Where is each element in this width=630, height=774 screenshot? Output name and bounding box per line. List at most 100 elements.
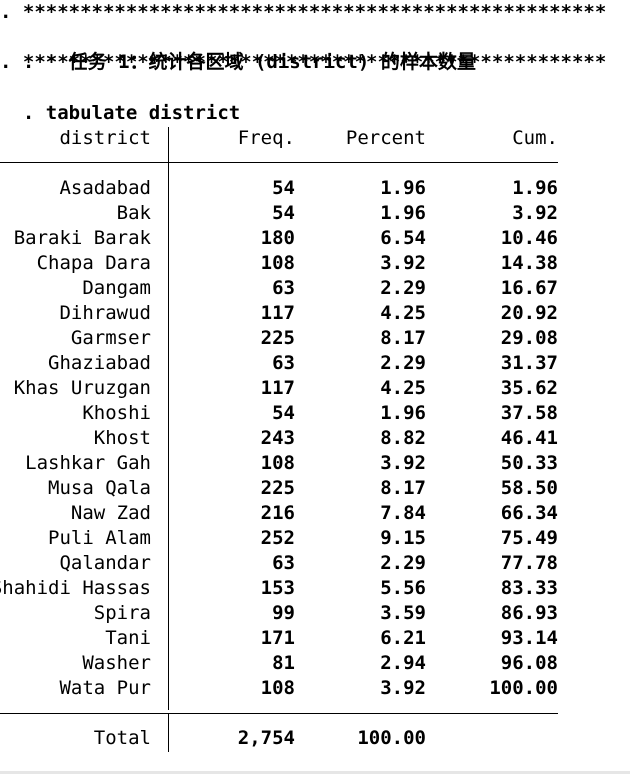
row-freq: 180 (260, 227, 295, 249)
row-freq: 117 (260, 377, 295, 399)
row-cum: 50.33 (500, 452, 558, 474)
row-district: Bak (116, 202, 151, 224)
row-district: Khas Uruzgan (13, 377, 151, 399)
total-freq: 2,754 (237, 727, 295, 749)
row-district: Dangam (82, 277, 151, 299)
row-percent: 3.92 (380, 252, 426, 274)
row-freq: 171 (260, 627, 295, 649)
row-freq: 99 (272, 602, 295, 624)
row-freq: 108 (260, 252, 295, 274)
row-freq: 252 (260, 527, 295, 549)
row-district: Dihrawud (59, 302, 151, 324)
row-district: Puli Alam (48, 527, 151, 549)
row-percent: 8.82 (380, 427, 426, 449)
header-cum: Cum. (512, 127, 558, 149)
row-percent: 9.15 (380, 527, 426, 549)
row-cum: 77.78 (500, 552, 558, 574)
row-cum: 29.08 (500, 327, 558, 349)
command-line: . tabulate district (0, 76, 240, 124)
row-freq: 153 (260, 577, 295, 599)
row-percent: 3.59 (380, 602, 426, 624)
row-cum: 20.92 (500, 302, 558, 324)
row-cum: 83.33 (500, 577, 558, 599)
header-rule (0, 162, 558, 163)
row-percent: 3.92 (380, 677, 426, 699)
row-cum: 1.96 (512, 177, 558, 199)
row-district: Baraki Barak (13, 227, 151, 249)
row-cum: 100.00 (489, 677, 558, 699)
row-district: Khoshi (82, 402, 151, 424)
row-district: Spira (93, 602, 151, 624)
header-district: district (59, 127, 151, 149)
comment-paren: (district) (243, 51, 381, 73)
row-percent: 2.29 (380, 352, 426, 374)
row-cum: 93.14 (500, 627, 558, 649)
row-percent: 2.94 (380, 652, 426, 674)
row-percent: 4.25 (380, 302, 426, 324)
row-cum: 46.41 (500, 427, 558, 449)
row-district: Musa Qala (48, 477, 151, 499)
row-freq: 216 (260, 502, 295, 524)
row-district: Washer (82, 652, 151, 674)
row-cum: 37.58 (500, 402, 558, 424)
row-percent: 1.96 (380, 177, 426, 199)
row-freq: 63 (272, 277, 295, 299)
comment-line: . * 任务 1：统计各区域 (district) 的样本数量 (0, 25, 476, 73)
row-percent: 8.17 (380, 327, 426, 349)
row-percent: 1.96 (380, 402, 426, 424)
row-freq: 63 (272, 552, 295, 574)
comment-rest: 的样本数量 (380, 51, 476, 73)
row-district: Asadabad (59, 177, 151, 199)
row-district: Ghaziabad (48, 352, 151, 374)
row-percent: 2.29 (380, 552, 426, 574)
header-separator (168, 127, 169, 163)
header-freq: Freq. (237, 127, 295, 149)
row-percent: 8.17 (380, 477, 426, 499)
row-cum: 58.50 (500, 477, 558, 499)
row-cum: 14.38 (500, 252, 558, 274)
row-cum: 86.93 (500, 602, 558, 624)
body-separator (168, 163, 169, 710)
row-cum: 16.67 (500, 277, 558, 299)
row-cum: 96.08 (500, 652, 558, 674)
star-line-bottom: . **************************************… (0, 51, 607, 73)
row-cum: 3.92 (512, 202, 558, 224)
row-freq: 225 (260, 477, 295, 499)
row-percent: 5.56 (380, 577, 426, 599)
row-district: Chapa Dara (36, 252, 151, 274)
row-percent: 7.84 (380, 502, 426, 524)
row-percent: 6.21 (380, 627, 426, 649)
star-line-top: . **************************************… (0, 1, 607, 23)
row-district: Lashkar Gah (25, 452, 151, 474)
row-freq: 243 (260, 427, 295, 449)
row-cum: 75.49 (500, 527, 558, 549)
row-district: Tani (105, 627, 151, 649)
row-district: Khost (93, 427, 151, 449)
window-bottom-edge (0, 771, 630, 774)
comment-prefix: . * (22, 51, 69, 73)
row-district: Naw Zad (70, 502, 151, 524)
row-cum: 31.37 (500, 352, 558, 374)
comment-task: 任务 1：统计各区域 (68, 51, 244, 73)
row-freq: 108 (260, 677, 295, 699)
row-percent: 2.29 (380, 277, 426, 299)
total-label: Total (93, 727, 151, 749)
row-freq: 225 (260, 327, 295, 349)
row-freq: 81 (272, 652, 295, 674)
row-freq: 63 (272, 352, 295, 374)
row-percent: 1.96 (380, 202, 426, 224)
row-cum: 66.34 (500, 502, 558, 524)
row-freq: 117 (260, 302, 295, 324)
command-text: . tabulate district (22, 102, 241, 124)
row-percent: 6.54 (380, 227, 426, 249)
row-percent: 4.25 (380, 377, 426, 399)
row-percent: 3.92 (380, 452, 426, 474)
row-district: Wata Pur (59, 677, 151, 699)
total-rule (0, 713, 558, 714)
row-district: Shahidi Hassas (0, 577, 151, 599)
row-freq: 54 (272, 177, 295, 199)
total-percent: 100.00 (357, 727, 426, 749)
row-freq: 54 (272, 202, 295, 224)
row-cum: 10.46 (500, 227, 558, 249)
row-freq: 108 (260, 452, 295, 474)
